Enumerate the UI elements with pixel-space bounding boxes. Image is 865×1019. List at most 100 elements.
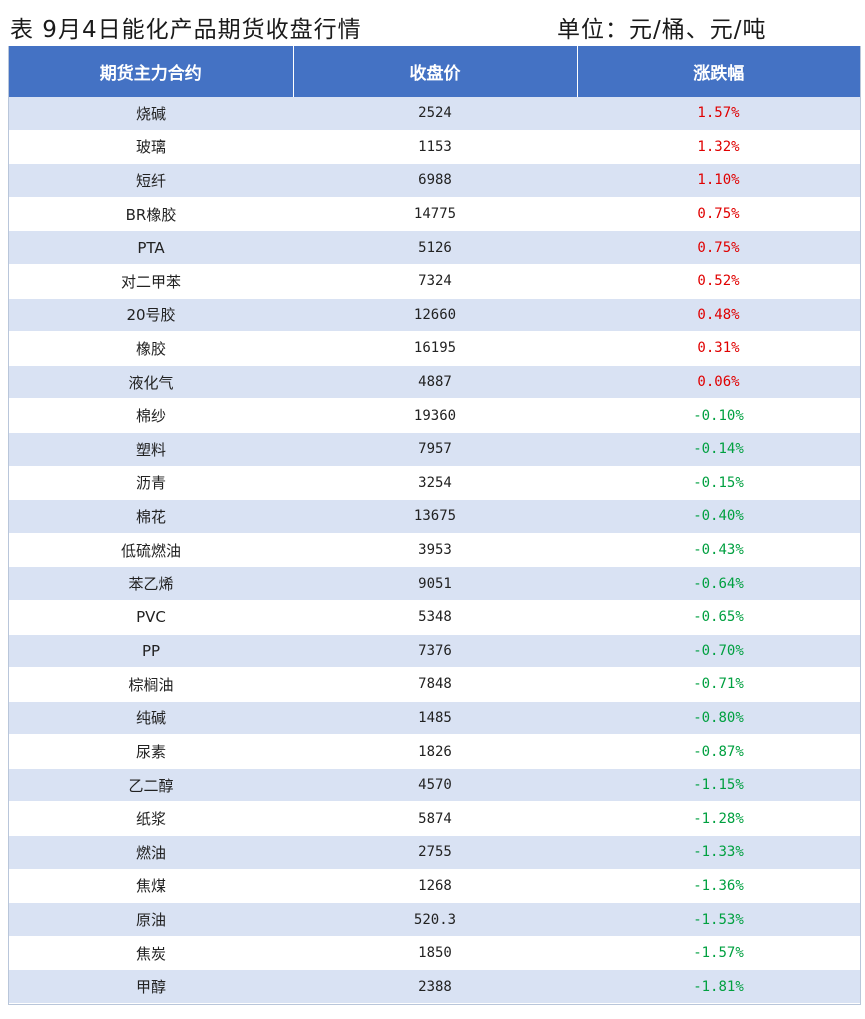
contract-name-cell: 20号胶	[9, 298, 293, 333]
contract-name-cell: PVC	[9, 600, 293, 635]
close-price-cell: 19360	[293, 398, 577, 433]
contract-name-cell: 烧碱	[9, 97, 293, 131]
contract-name-cell: 焦炭	[9, 936, 293, 971]
change-pct-cell: -0.10%	[577, 398, 860, 433]
table-row: 玻璃 1153 1.32%	[9, 130, 860, 165]
change-pct-cell: -1.53%	[577, 902, 860, 937]
close-price-cell: 1850	[293, 936, 577, 971]
change-pct-cell: -0.40%	[577, 499, 860, 534]
change-pct-cell: 1.32%	[577, 130, 860, 165]
change-pct-cell: 0.06%	[577, 365, 860, 400]
table-row: 乙二醇 4570 -1.15%	[9, 768, 860, 803]
contract-name-cell: 橡胶	[9, 331, 293, 366]
close-price-cell: 5348	[293, 600, 577, 635]
contract-name-cell: 苯乙烯	[9, 566, 293, 601]
table-row: 棉花 13675 -0.40%	[9, 499, 860, 534]
close-price-cell: 2755	[293, 835, 577, 870]
close-price-cell: 6988	[293, 163, 577, 198]
table-row: 棉纱 19360 -0.10%	[9, 398, 860, 433]
change-pct-cell: -1.36%	[577, 869, 860, 904]
change-pct-cell: -0.64%	[577, 566, 860, 601]
table-row: 沥青 3254 -0.15%	[9, 466, 860, 501]
table-row: 橡胶 16195 0.31%	[9, 331, 860, 366]
contract-name-cell: 沥青	[9, 466, 293, 501]
close-price-cell: 1826	[293, 734, 577, 769]
table-row: 20号胶 12660 0.48%	[9, 298, 860, 333]
change-pct-cell: -0.80%	[577, 701, 860, 736]
change-pct-cell: 0.75%	[577, 197, 860, 232]
close-price-cell: 9051	[293, 566, 577, 601]
futures-table: 期货主力合约 收盘价 涨跌幅 烧碱 2524 1.57% 玻璃 1153 1.32% 短纤 6…	[9, 46, 860, 1005]
table-row: 苯乙烯 9051 -0.64%	[9, 566, 860, 601]
change-pct-cell: 0.75%	[577, 230, 860, 265]
close-price-cell: 12660	[293, 298, 577, 333]
table-row: 甲醇 2388 -1.81%	[9, 969, 860, 1005]
contract-name-cell: 乙二醇	[9, 768, 293, 803]
close-price-cell: 5874	[293, 801, 577, 837]
change-pct-cell: -1.15%	[577, 768, 860, 803]
table-row: 焦煤 1268 -1.36%	[9, 869, 860, 904]
close-price-cell: 3254	[293, 466, 577, 501]
contract-name-cell: PP	[9, 634, 293, 669]
header-change-pct: 涨跌幅	[577, 46, 860, 97]
close-price-cell: 5126	[293, 230, 577, 265]
close-price-cell: 3953	[293, 533, 577, 568]
table-row: 棕榈油 7848 -0.71%	[9, 667, 860, 702]
close-price-cell: 1153	[293, 130, 577, 165]
change-pct-cell: -0.43%	[577, 533, 860, 568]
close-price-cell: 1268	[293, 869, 577, 904]
contract-name-cell: 塑料	[9, 432, 293, 467]
contract-name-cell: 棉花	[9, 499, 293, 534]
change-pct-cell: -0.87%	[577, 734, 860, 769]
table-header-row: 期货主力合约 收盘价 涨跌幅	[9, 46, 860, 97]
table-body: 烧碱 2524 1.57% 玻璃 1153 1.32% 短纤 6988 1.10% BR橡胶 147…	[9, 97, 860, 1005]
table-row: PP 7376 -0.70%	[9, 634, 860, 669]
change-pct-cell: -1.57%	[577, 936, 860, 971]
contract-name-cell: 尿素	[9, 734, 293, 769]
table-row: 塑料 7957 -0.14%	[9, 432, 860, 467]
table-row: 原油 520.3 -1.53%	[9, 902, 860, 937]
table-row: 液化气 4887 0.06%	[9, 365, 860, 400]
table-row: 烧碱 2524 1.57%	[9, 97, 860, 131]
close-price-cell: 7848	[293, 667, 577, 702]
change-pct-cell: -1.81%	[577, 969, 860, 1005]
close-price-cell: 2388	[293, 969, 577, 1005]
contract-name-cell: 棕榈油	[9, 667, 293, 702]
close-price-cell: 1485	[293, 701, 577, 736]
change-pct-cell: 0.52%	[577, 264, 860, 299]
contract-name-cell: 玻璃	[9, 130, 293, 165]
contract-name-cell: 棉纱	[9, 398, 293, 433]
close-price-cell: 520.3	[293, 902, 577, 937]
header-close-price: 收盘价	[293, 46, 578, 97]
contract-name-cell: 纸浆	[9, 801, 293, 837]
table-row: PTA 5126 0.75%	[9, 230, 860, 265]
close-price-cell: 7376	[293, 634, 577, 669]
change-pct-cell: -1.28%	[577, 801, 860, 837]
contract-name-cell: PTA	[9, 230, 293, 265]
futures-table-container: 期货主力合约 收盘价 涨跌幅 烧碱 2524 1.57% 玻璃 1153 1.32% 短纤 6…	[8, 46, 861, 1006]
unit-label: 单位：元/桶、元/吨	[557, 17, 767, 43]
table-row: PVC 5348 -0.65%	[9, 600, 860, 635]
change-pct-cell: -1.33%	[577, 835, 860, 870]
table-row: BR橡胶 14775 0.75%	[9, 197, 860, 232]
close-price-cell: 2524	[293, 97, 577, 131]
change-pct-cell: 1.57%	[577, 97, 860, 131]
table-row: 纯碱 1485 -0.80%	[9, 701, 860, 736]
change-pct-cell: -0.65%	[577, 600, 860, 635]
contract-name-cell: 短纤	[9, 163, 293, 198]
contract-name-cell: 原油	[9, 902, 293, 937]
table-row: 对二甲苯 7324 0.52%	[9, 264, 860, 299]
table-row: 短纤 6988 1.10%	[9, 163, 860, 198]
contract-name-cell: 液化气	[9, 365, 293, 400]
header-contract: 期货主力合约	[9, 46, 294, 97]
table-row: 燃油 2755 -1.33%	[9, 835, 860, 870]
change-pct-cell: -0.15%	[577, 466, 860, 501]
contract-name-cell: 甲醇	[9, 969, 293, 1005]
change-pct-cell: -0.71%	[577, 667, 860, 702]
table-row: 低硫燃油 3953 -0.43%	[9, 533, 860, 568]
contract-name-cell: 焦煤	[9, 869, 293, 904]
title-bar: 表 9月4日能化产品期货收盘行情 单位：元/桶、元/吨	[0, 8, 865, 48]
table-row: 纸浆 5874 -1.28%	[9, 801, 860, 837]
change-pct-cell: -0.70%	[577, 634, 860, 669]
close-price-cell: 7957	[293, 432, 577, 467]
